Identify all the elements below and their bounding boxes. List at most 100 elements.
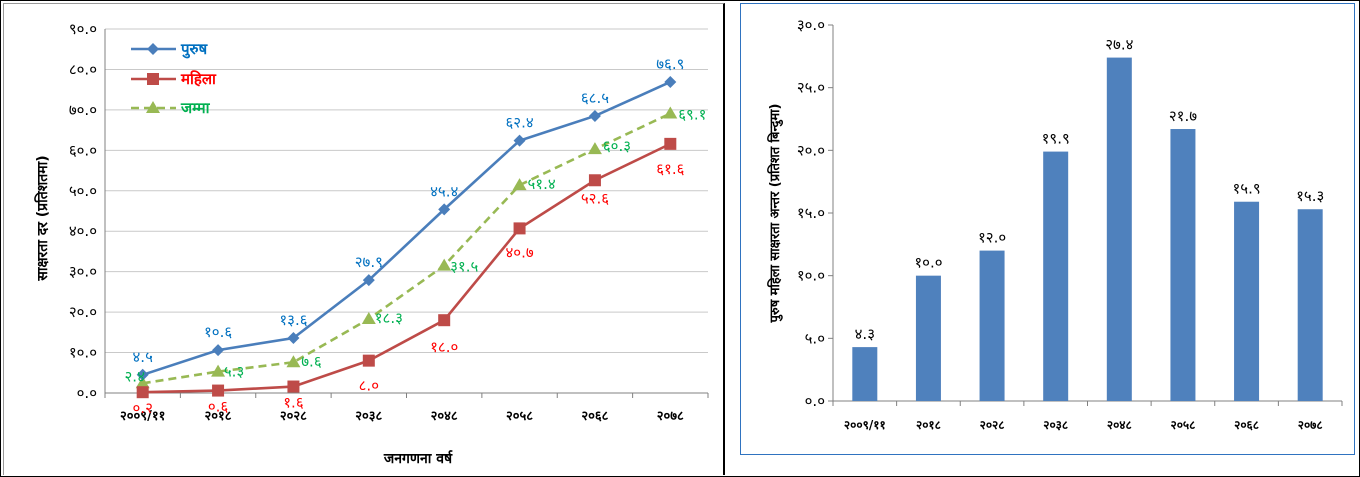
data-label: ६८.५ (581, 89, 609, 107)
data-label: १३.६ (279, 311, 307, 329)
line-chart-x-axis-title: जनगणना वर्ष (383, 450, 453, 467)
triangle-marker (286, 355, 301, 368)
data-label: १८.३ (375, 309, 403, 327)
y-tick-label: ९०.० (69, 20, 97, 38)
legend-label: पुरुष (180, 40, 208, 59)
data-label: ६९.१ (678, 106, 706, 124)
bar (1234, 201, 1260, 401)
square-marker (287, 380, 300, 393)
legend-label: जम्मा (180, 99, 211, 117)
square-marker (664, 137, 677, 150)
x-tick-label: २०७८ (657, 409, 684, 424)
data-label: २.४ (125, 367, 146, 385)
legend-label: महिला (180, 70, 217, 88)
bar-value-label: २१.७ (1169, 107, 1197, 125)
square-marker (136, 386, 149, 399)
legend-square-marker (147, 73, 159, 85)
bar (1170, 129, 1196, 401)
y-tick-label: ०.० (805, 392, 825, 410)
bar-value-label: ४.३ (855, 325, 875, 343)
data-label: ६०.३ (603, 137, 631, 155)
bar-value-label: १५.९ (1232, 180, 1260, 198)
x-tick-label: २०७८ (1298, 418, 1323, 432)
series-line-1 (142, 142, 671, 394)
y-tick-label: ५०.० (69, 182, 97, 200)
series-line-0 (142, 80, 671, 377)
bar (1106, 57, 1132, 401)
bar-value-label: १९.९ (1042, 130, 1070, 148)
line-chart-data-labels: ४.५ १०.६ १३.६ २७.९ ४५.४ ६२.४ ६८.५ ७६.९ ०.२ ०.६ १.६… (125, 55, 707, 417)
line-chart-axes (104, 29, 709, 398)
bar (1043, 151, 1069, 401)
bar-chart-bars (852, 57, 1323, 401)
x-tick-label: २०३८ (355, 409, 382, 424)
y-tick-label: ५.० (805, 329, 825, 347)
bar (979, 250, 1005, 401)
x-tick-label: २०५८ (506, 409, 533, 424)
triangle-marker (135, 376, 150, 389)
legend-triangle-marker (146, 101, 160, 113)
square-marker (513, 222, 526, 235)
line-chart-x-ticks: २००९/११ २०१८ २०२८ २०३८ २०४८ २०५८ २०६८ २०७८ (120, 409, 684, 424)
diamond-marker (287, 331, 300, 344)
diamond-marker (136, 368, 149, 381)
data-label: ५१.४ (527, 175, 555, 193)
y-tick-label: २५.० (797, 79, 825, 97)
line-chart-gridlines (105, 28, 708, 354)
bar-value-label: १०.० (914, 254, 942, 272)
x-tick-label: २०१८ (916, 418, 941, 432)
y-tick-label: १५.० (797, 204, 825, 222)
literacy-gap-chart-panel (740, 3, 1355, 455)
triangle-marker (437, 258, 452, 271)
y-tick-label: २०.० (797, 141, 825, 159)
data-label: ६१.६ (656, 160, 684, 178)
x-tick-label: २०२८ (280, 409, 307, 424)
line-chart-y-axis-title: साक्षरता दर (प्रतिशतमा) (34, 155, 51, 281)
data-label: ३१.५ (450, 258, 478, 276)
triangle-marker (663, 106, 678, 119)
data-label: १८.० (430, 338, 458, 356)
bar-value-label: २७.४ (1105, 36, 1133, 54)
data-label: ४.५ (133, 348, 154, 366)
x-tick-label: २०५८ (1170, 418, 1195, 432)
bar (1297, 209, 1323, 401)
triangle-marker (211, 364, 226, 377)
diamond-marker (212, 344, 225, 357)
diamond-marker (664, 75, 677, 88)
y-tick-label: ४०.० (69, 222, 97, 240)
data-label: ८.० (359, 377, 379, 395)
y-tick-label: १०.० (69, 344, 97, 362)
diamond-marker (438, 203, 451, 216)
bar-chart-data-labels: ४.३ १०.० १२.० १९.९ २७.४ २१.७ १५.९ १५.३ (855, 36, 1325, 344)
square-marker (588, 174, 601, 187)
bar-chart-x-ticks: २००९/११ २०१८ २०२८ २०३८ २०४८ २०५८ २०६८ २०७८ (844, 418, 1323, 432)
y-tick-label: ७०.० (69, 101, 97, 119)
data-label: ६२.४ (505, 114, 533, 132)
series-line-2 (142, 112, 671, 385)
square-marker (212, 384, 225, 397)
data-label: ०.२ (133, 399, 153, 417)
diamond-marker (362, 274, 375, 287)
y-tick-label: २०.० (69, 303, 97, 321)
data-label: ७.६ (301, 352, 322, 370)
bar-value-label: १२.० (978, 229, 1006, 247)
triangle-marker (512, 178, 527, 191)
line-chart-y-ticks: ०.० १०.० २०.० ३०.० ४०.० ५०.० ६०.० ७०.० ८०.० ९०.० (69, 20, 97, 402)
data-label: १.६ (283, 394, 304, 412)
x-tick-label: २००९/११ (120, 409, 165, 424)
data-label: ७६.९ (656, 55, 684, 73)
data-label: ५२.६ (581, 189, 609, 207)
x-tick-label: २०३८ (1043, 418, 1068, 432)
y-tick-label: ६०.० (69, 141, 97, 159)
bar (852, 347, 878, 401)
x-tick-label: २००९/११ (844, 418, 886, 432)
y-tick-label: ३०.० (797, 16, 825, 34)
y-tick-label: ०.० (77, 384, 97, 402)
x-tick-label: २०१८ (205, 409, 232, 424)
x-tick-label: २०६८ (1234, 418, 1259, 432)
data-label: २७.९ (355, 253, 383, 271)
bar (915, 275, 941, 401)
triangle-marker (361, 311, 376, 324)
data-label: ४५.४ (430, 182, 458, 200)
